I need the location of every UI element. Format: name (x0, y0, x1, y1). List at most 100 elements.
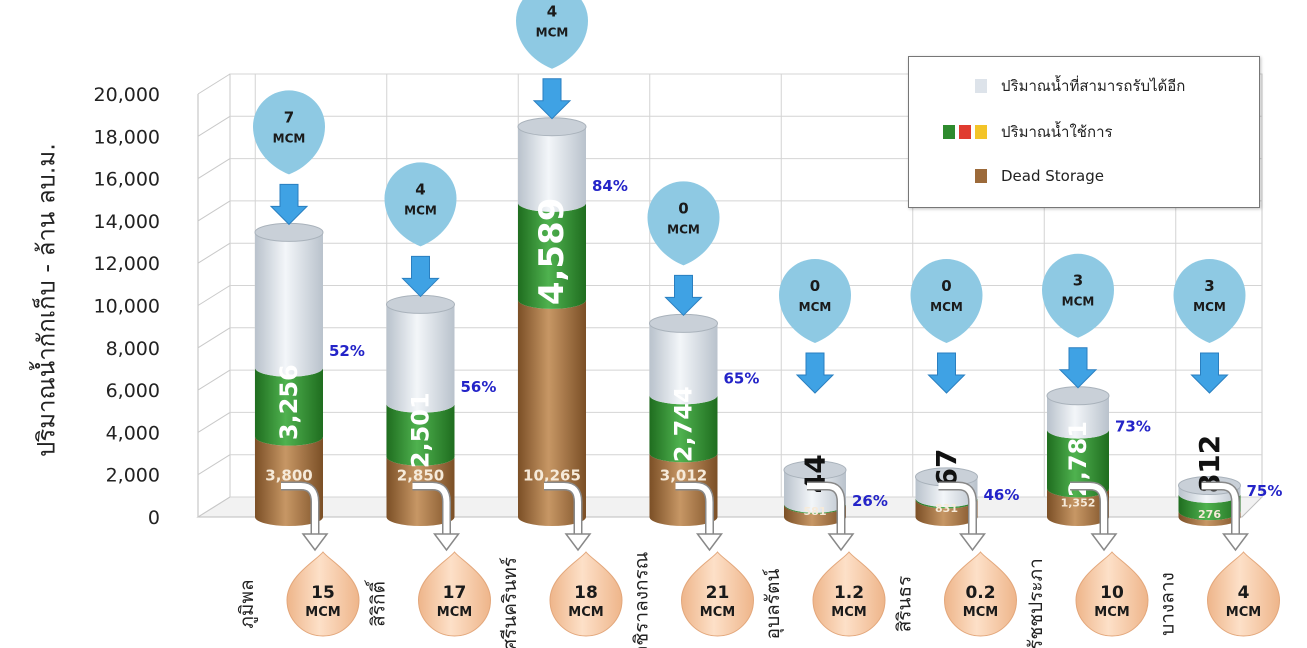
inflow-unit: MCM (273, 131, 306, 145)
y-tick-label: 10,000 (94, 296, 160, 318)
release-arrow (938, 483, 976, 538)
category-label: รัชชประภา (1025, 558, 1047, 648)
category-label: ภูมิพล (236, 579, 258, 628)
bar-usable-water (1178, 493, 1241, 521)
y-tick-label: 12,000 (94, 253, 160, 275)
release-unit: MCM (305, 605, 340, 620)
y-tick-label: 8,000 (106, 338, 160, 360)
dead-storage-label: 831 (935, 502, 958, 515)
legend-item-available: ปริมาณน้ำที่สามารถรับได้อีก (909, 71, 1185, 101)
inflow-arrow (795, 352, 835, 394)
bar-group: 10,265 4,589 84% 4 MCM 18 MCM ศรีนครินทร์ (499, 0, 628, 648)
release-drop (417, 551, 492, 637)
gridline-side (197, 115, 231, 137)
inflow-value: 0 (810, 277, 820, 295)
bar-top-cap (1046, 386, 1110, 406)
release-unit: MCM (568, 605, 603, 620)
inflow-marker (253, 90, 325, 175)
release-arrow-head (827, 533, 855, 552)
bar-usable-water (255, 367, 323, 446)
release-unit: MCM (1226, 605, 1261, 620)
release-arrow (675, 483, 713, 538)
bar-available-capacity (255, 232, 323, 377)
y-tick-label: 2,000 (106, 465, 160, 487)
usable-water-label: 3,256 (275, 364, 303, 440)
bar-available-capacity (386, 304, 455, 413)
bar-group: 831 67 46% 0 MCM 0.2 MCM สิรินธร (894, 259, 1020, 637)
usable-water-label: 2,744 (670, 386, 698, 462)
legend-label-dead-storage: Dead Storage (1001, 167, 1104, 185)
legend-swatches-usable (909, 125, 1001, 139)
inflow-arrow (664, 274, 703, 317)
inflow-unit: MCM (404, 203, 437, 217)
dead-storage-label: 3,800 (265, 467, 312, 485)
bar-available-capacity (1047, 395, 1109, 439)
legend-swatch (975, 79, 987, 93)
bar-dead-storage (1178, 511, 1241, 526)
release-drop (286, 551, 360, 637)
release-unit: MCM (831, 605, 866, 620)
release-arrow (807, 483, 844, 538)
legend-item-dead-storage: Dead Storage (909, 161, 1104, 191)
percent-label: 84% (592, 177, 628, 195)
dead-storage-label: 2,850 (397, 467, 444, 485)
release-value: 18 (574, 583, 598, 603)
legend-swatch (943, 125, 955, 139)
release-value: 21 (706, 583, 730, 603)
bar-top-cap (254, 222, 324, 242)
inflow-marker (384, 162, 457, 247)
release-value: 10 (1100, 583, 1124, 603)
gridline-side (197, 496, 231, 518)
release-arrow (544, 483, 581, 538)
dead-storage-label: 1,352 (1061, 497, 1096, 510)
legend-label-usable: ปริมาณน้ำใช้การ (1001, 123, 1113, 141)
inflow-marker (910, 259, 983, 343)
category-label: อุบลรัตน์ (762, 568, 785, 639)
release-arrow-head (696, 533, 723, 552)
bar-usable-water (518, 202, 586, 309)
release-unit: MCM (437, 605, 472, 620)
dead-storage-label: 3,012 (660, 467, 707, 485)
inflow-marker (779, 259, 851, 343)
bar-available-capacity (1178, 485, 1241, 503)
gridline-side (197, 327, 231, 349)
bar-top-cap (649, 313, 718, 333)
release-arrow-head (1090, 533, 1118, 552)
release-arrow (412, 483, 450, 538)
percent-label: 65% (724, 369, 760, 387)
release-value: 4 (1238, 583, 1250, 603)
inflow-arrow (269, 183, 309, 226)
release-drop (680, 551, 755, 637)
inflow-value: 7 (284, 108, 294, 126)
inflow-value: 0 (678, 199, 688, 217)
category-label: ศรีนครินทร์ (499, 557, 521, 648)
release-drop (549, 551, 623, 637)
release-unit: MCM (963, 605, 998, 620)
release-drop (943, 551, 1018, 637)
legend-item-usable: ปริมาณน้ำใช้การ (909, 117, 1113, 147)
usable-water-label: 2,501 (407, 392, 435, 468)
percent-label: 46% (984, 486, 1020, 504)
bar-available-capacity (518, 126, 586, 212)
bar-dead-storage (915, 499, 978, 526)
bar-available-capacity (915, 476, 978, 508)
inflow-arrow (927, 352, 966, 394)
y-tick-label: 6,000 (106, 380, 160, 402)
inflow-arrow (1190, 352, 1229, 394)
bar-top-cap (386, 294, 455, 314)
category-label: สิรินธร (894, 576, 916, 633)
release-arrow-head (564, 533, 592, 552)
inflow-marker (1042, 253, 1114, 338)
inflow-value: 3 (1204, 277, 1214, 295)
release-arrow-head (959, 533, 986, 552)
release-drop (1075, 551, 1149, 637)
release-drop (1206, 551, 1281, 637)
bar-usable-water (386, 403, 455, 466)
inflow-unit: MCM (1193, 300, 1226, 314)
bar-dead-storage (518, 299, 586, 526)
gridline-side (197, 411, 231, 433)
release-arrow (281, 483, 318, 538)
release-drop (812, 551, 886, 637)
